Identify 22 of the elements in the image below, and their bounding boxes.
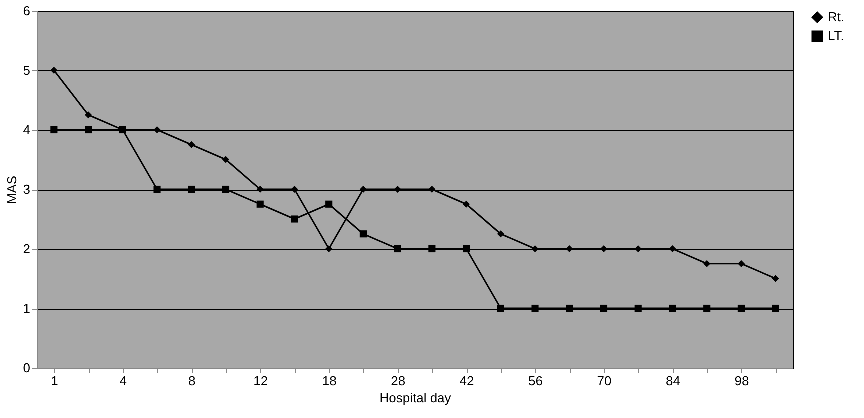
y-tick-label: 3 (23, 182, 30, 197)
y-tick-label: 5 (23, 63, 30, 78)
y-axis-title: MAS (4, 176, 20, 204)
x-tick-label: 12 (254, 374, 268, 388)
x-tick-label: 70 (597, 374, 612, 388)
x-tick-label: 42 (460, 374, 474, 388)
x-tick-label: 28 (391, 374, 406, 388)
y-tick-label: 4 (23, 122, 30, 138)
x-tick-label: 8 (188, 374, 196, 388)
x-tick-label: 18 (322, 374, 337, 388)
y-tick-label: 1 (23, 301, 30, 316)
legend-label: LT. (828, 28, 844, 44)
y-tick-label: 0 (23, 360, 30, 376)
x-tick-label: 84 (666, 374, 680, 388)
x-tick-label: 98 (734, 374, 750, 388)
y-tick-label: 6 (23, 4, 30, 18)
x-axis-title: Hospital day (380, 390, 452, 406)
legend-label: Rt. (828, 10, 845, 24)
x-tick-label: 1 (51, 374, 58, 388)
y-tick-label: 2 (23, 242, 30, 256)
x-tick-label: 4 (120, 374, 128, 388)
x-tick-label: 56 (528, 374, 544, 388)
